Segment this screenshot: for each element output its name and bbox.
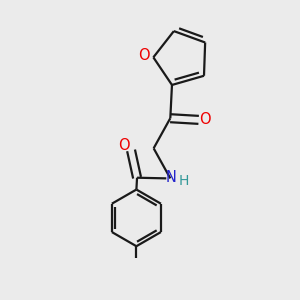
Text: O: O <box>118 137 130 152</box>
Text: N: N <box>166 170 177 185</box>
Text: O: O <box>200 112 211 127</box>
Text: O: O <box>138 48 150 63</box>
Text: H: H <box>178 174 189 188</box>
